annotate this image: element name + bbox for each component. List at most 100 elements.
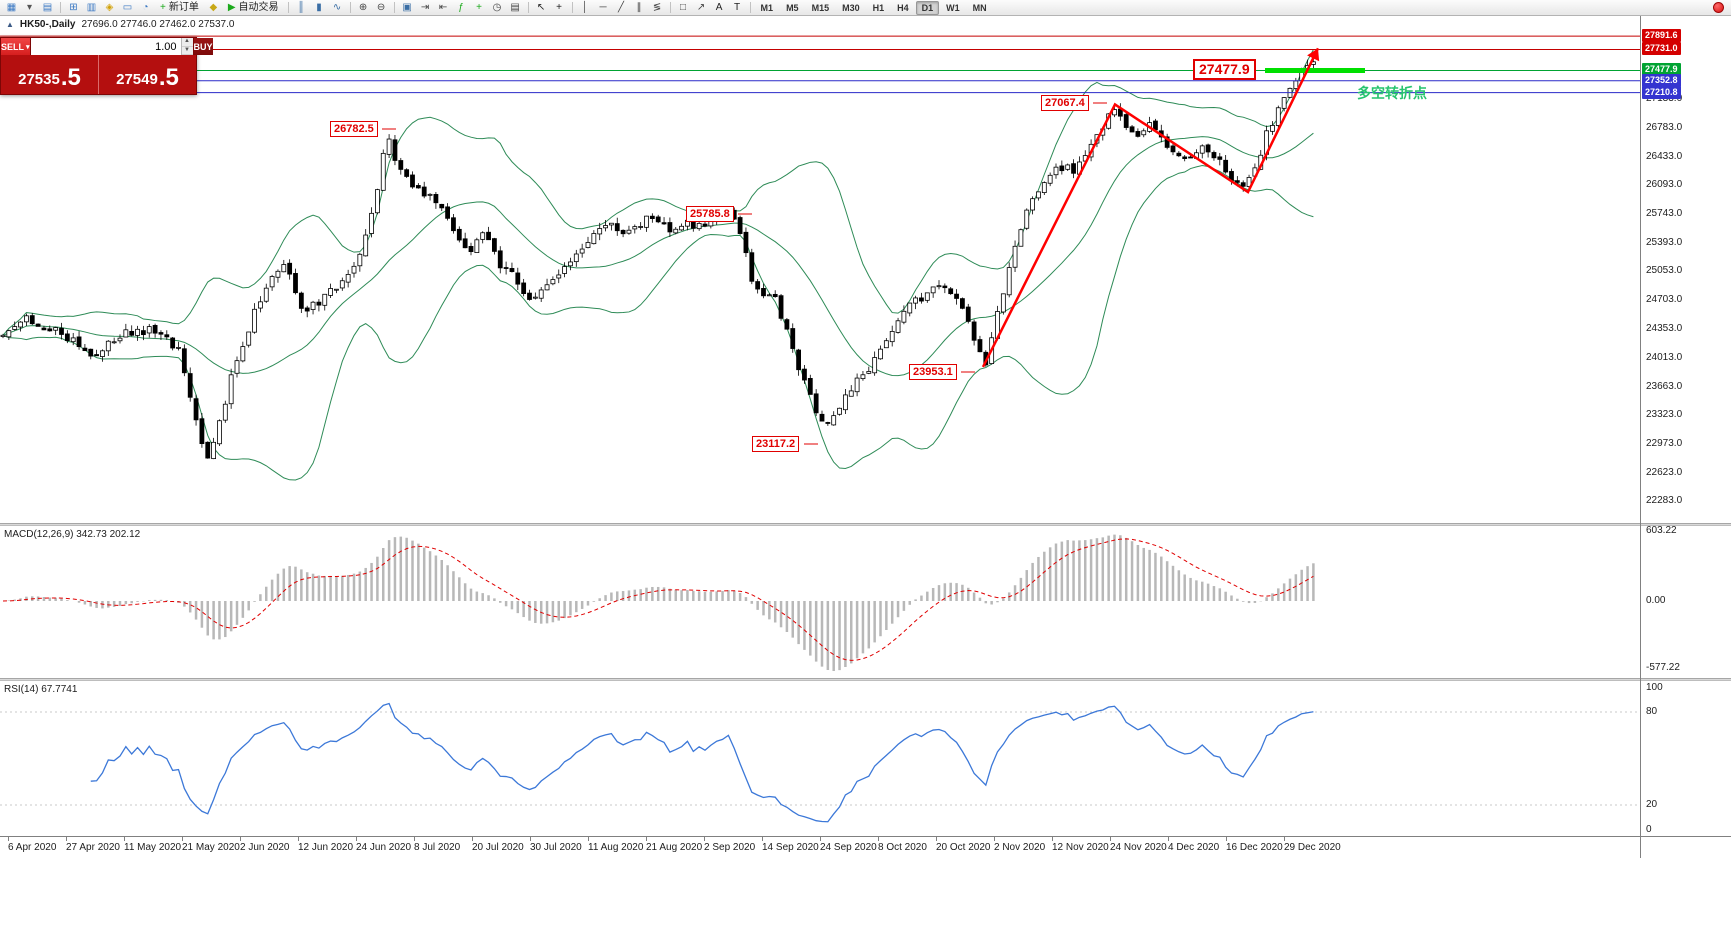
price-axis[interactable]: 27133.026783.026433.026093.025743.025393… <box>1640 16 1731 836</box>
add-indicator-icon[interactable]: + <box>471 1 488 15</box>
horizontal-level-lines[interactable] <box>0 35 1640 94</box>
date-label: 24 Jun 2020 <box>356 842 412 853</box>
chart-dropdown-icon[interactable]: ▾ <box>21 1 38 15</box>
volume-decrease-button[interactable]: ▼ <box>181 46 193 55</box>
vertical-line-icon[interactable]: │ <box>577 1 594 15</box>
pane-separator-rsi[interactable] <box>0 678 1731 681</box>
data-window-icon-glyph: ▥ <box>86 1 97 13</box>
fibonacci-icon[interactable]: ≶ <box>649 1 666 15</box>
buy-price-display[interactable]: 27549 .5 <box>99 55 196 94</box>
profiles-icon-glyph: ▤ <box>42 1 53 13</box>
profiles-icon[interactable]: ▤ <box>39 1 56 15</box>
candlesticks <box>0 59 1316 460</box>
price-tick-label: 25743.0 <box>1646 208 1683 220</box>
cursor-icon[interactable]: ↖ <box>533 1 550 15</box>
volume-increase-button[interactable]: ▲ <box>181 38 193 47</box>
price-tick-label: 26093.0 <box>1646 179 1683 191</box>
macd-indicator-label: MACD(12,26,9) 342.73 202.12 <box>4 529 141 540</box>
price-annotation[interactable]: 26782.5 <box>330 121 378 137</box>
date-label: 12 Jun 2020 <box>298 842 354 853</box>
date-tick <box>66 837 67 841</box>
market-watch-icon[interactable]: ⊞ <box>65 1 82 15</box>
chart-shift-icon[interactable]: ⇤ <box>435 1 452 15</box>
buy-button[interactable]: BUY <box>193 38 213 55</box>
pane-separator-macd[interactable] <box>0 523 1731 526</box>
timeframe-m30-button[interactable]: M30 <box>842 2 860 13</box>
price-tick-label: 23323.0 <box>1646 408 1683 420</box>
timeframe-m5-button[interactable]: M5 <box>786 2 799 13</box>
turning-point-note[interactable]: 多空转折点 <box>1357 85 1427 101</box>
line-chart-icon[interactable]: ∿ <box>329 1 346 15</box>
auto-scroll-icon[interactable]: ⇥ <box>417 1 434 15</box>
volume-input[interactable] <box>30 38 181 55</box>
navigator-icon[interactable]: ◈ <box>101 1 118 15</box>
new-order-button-label: 新订单 <box>168 1 199 13</box>
time-axis[interactable]: 6 Apr 2020 27 Apr 2020 11 May 2020 21 May 2… <box>0 836 1731 858</box>
data-window-icon[interactable]: ▥ <box>83 1 100 15</box>
zoom-in-icon[interactable]: ⊕ <box>355 1 372 15</box>
sell-price-display[interactable]: 27535 .5 <box>1 55 98 94</box>
price-level-badge: 27210.8 <box>1642 85 1681 99</box>
toolbar-separator <box>349 2 351 13</box>
timeframe-h4-button[interactable]: H4 <box>897 2 909 13</box>
periods-icon[interactable]: ◷ <box>489 1 506 15</box>
trend-arrow[interactable] <box>382 47 1320 445</box>
date-label: 20 Jul 2020 <box>472 842 524 853</box>
toolbar-separator <box>571 2 573 13</box>
toolbar-separator <box>749 2 751 13</box>
sell-button[interactable]: SELL ▾ <box>1 38 31 55</box>
candlestick-chart-icon-glyph: ▮ <box>316 1 322 13</box>
channel-icon-glyph: ∥ <box>636 1 642 13</box>
timeframe-m15-button[interactable]: M15 <box>811 2 830 13</box>
metaeditor-icon[interactable]: ◆ <box>205 1 222 15</box>
indicators-icon[interactable]: ƒ <box>453 1 470 15</box>
chevron-down-icon: ▾ <box>26 43 30 51</box>
red-status-icon[interactable] <box>1713 2 1724 13</box>
shapes-icon[interactable]: □ <box>675 1 692 15</box>
date-tick <box>994 837 995 841</box>
text-icon[interactable]: A <box>711 1 728 15</box>
date-tick <box>1110 837 1111 841</box>
crosshair-icon[interactable]: + <box>551 1 568 15</box>
price-annotation[interactable]: 23953.1 <box>909 364 957 380</box>
terminal-icon[interactable]: ▭ <box>119 1 136 15</box>
price-annotation[interactable]: 23117.2 <box>752 436 800 452</box>
new-order-button[interactable]: + 新订单 <box>155 1 204 15</box>
key-level-label[interactable]: 27477.9 <box>1193 59 1256 80</box>
tile-windows-icon[interactable]: ▣ <box>399 1 416 15</box>
arrows-icon-glyph: ↗ <box>696 1 706 13</box>
arrows-icon[interactable]: ↗ <box>693 1 710 15</box>
timeframe-m1-button[interactable]: M1 <box>760 2 774 13</box>
new-chart-icon[interactable]: ▦ <box>3 1 20 15</box>
bar-chart-icon[interactable]: ║ <box>293 1 310 15</box>
price-annotation[interactable]: 27067.4 <box>1041 95 1089 111</box>
timeframe-d1-button[interactable]: D1 <box>915 0 940 15</box>
timeframe-h1-button[interactable]: H1 <box>872 2 885 13</box>
templates-icon[interactable]: ▤ <box>507 1 524 15</box>
timeframe-mn-button[interactable]: MN <box>972 2 987 13</box>
macd-axis-label: 0.00 <box>1646 595 1666 606</box>
price-tick-label: 26783.0 <box>1646 122 1683 134</box>
shapes-icon-glyph: □ <box>680 1 687 13</box>
date-tick <box>1284 837 1285 841</box>
navigator-icon-glyph: ◈ <box>105 1 114 13</box>
price-annotation[interactable]: 25785.8 <box>686 206 734 222</box>
strategy-tester-icon[interactable]: ◔ <box>137 1 154 15</box>
horizontal-line-icon[interactable]: ─ <box>595 1 612 15</box>
volume-stepper[interactable]: ▲ ▼ <box>30 38 194 55</box>
rsi-axis-label: 100 <box>1646 682 1663 693</box>
autotrading-button-label: 自动交易 <box>238 1 279 13</box>
trendline-icon[interactable]: ╱ <box>613 1 630 15</box>
auto-scroll-icon-glyph: ⇥ <box>420 1 430 13</box>
candlestick-chart-icon[interactable]: ▮ <box>311 1 328 15</box>
autotrading-button[interactable]: ▶ 自动交易 <box>223 1 284 15</box>
date-label: 21 Aug 2020 <box>646 842 703 853</box>
toolbar-separator <box>669 2 671 13</box>
timeframe-w1-button[interactable]: W1 <box>946 2 960 13</box>
zoom-out-icon[interactable]: ⊖ <box>373 1 390 15</box>
text-label-icon[interactable]: T <box>729 1 746 15</box>
channel-icon[interactable]: ∥ <box>631 1 648 15</box>
panel-divider <box>98 55 99 94</box>
